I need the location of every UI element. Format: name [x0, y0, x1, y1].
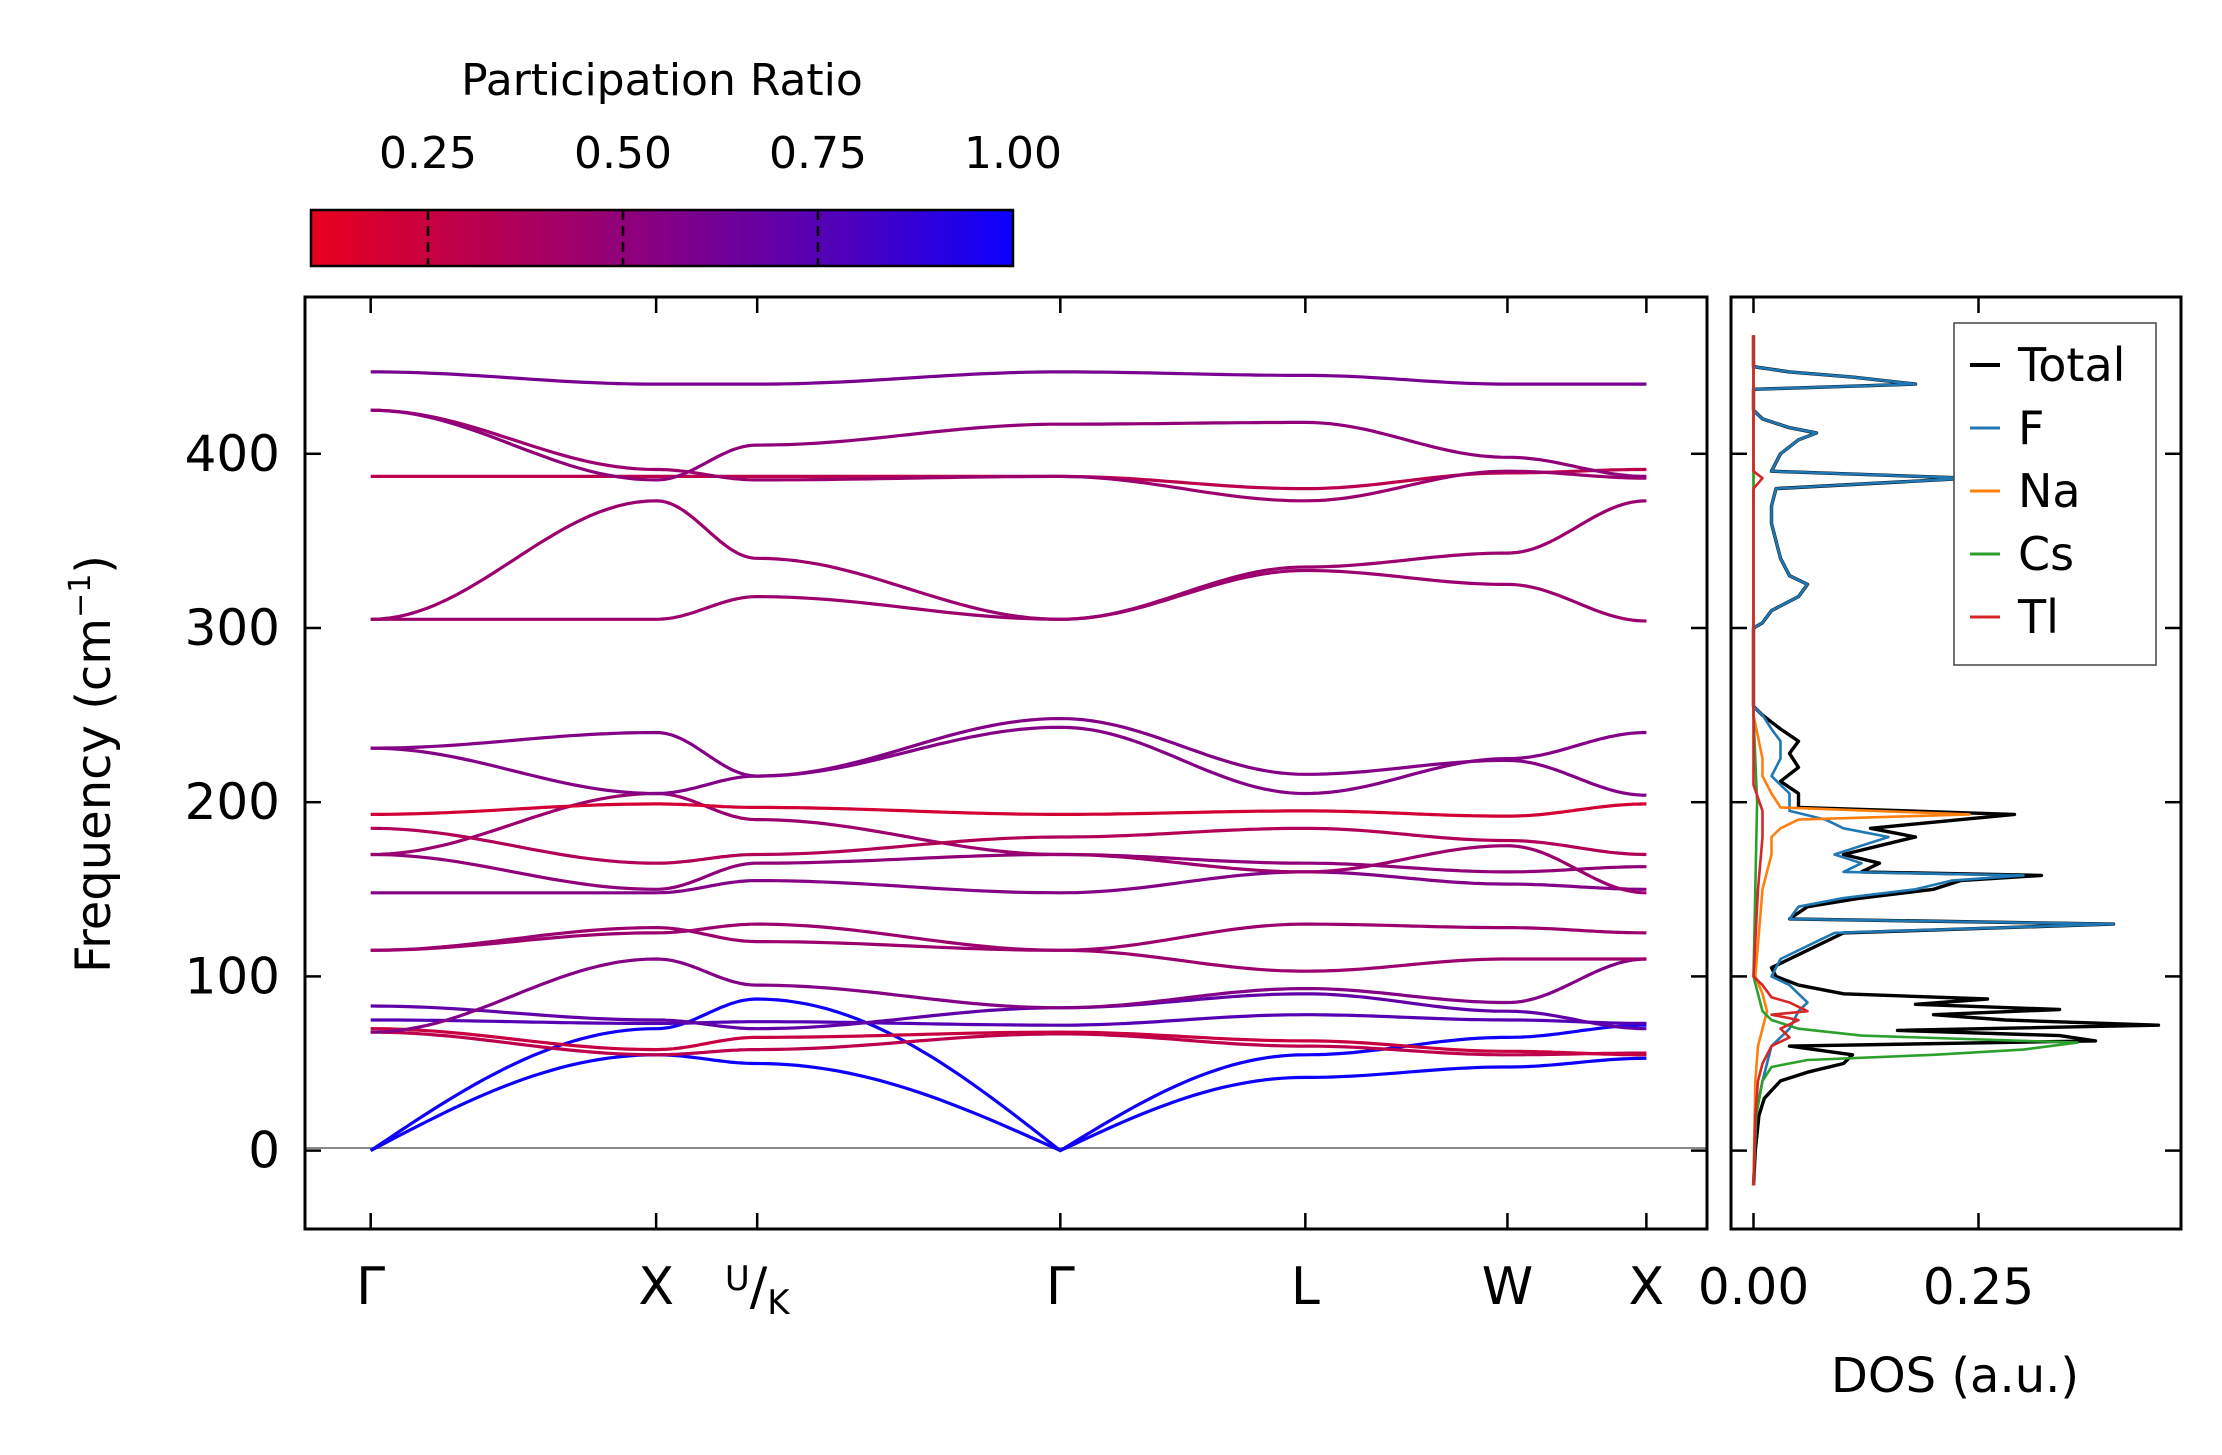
y-tick-label: 0	[248, 1122, 280, 1180]
legend-label: Total	[2017, 338, 2125, 392]
y-tick-label: 400	[185, 425, 280, 483]
phonon-band	[370, 1013, 1647, 1027]
colorbar-tick-label: 1.00	[964, 128, 1062, 179]
colorbar-tick-label: 0.25	[379, 128, 477, 179]
dos-axes-frame	[1729, 295, 2183, 1231]
legend-label: Cs	[2018, 527, 2074, 581]
dos-x-tick-label: 0.25	[1923, 1258, 2034, 1316]
phonon-band	[370, 408, 1647, 503]
dos-axes-ticks: 0.00 0.25	[1698, 297, 2181, 1316]
k-point-label: W	[1482, 1257, 1533, 1317]
colorbar-gradient	[309, 208, 1015, 268]
dos-curve-tl	[1752, 335, 1809, 1186]
band-x-axis: Γ X U/K Γ L W X	[356, 297, 1664, 1323]
phonon-band	[370, 499, 1647, 621]
dos-curve-cs	[1752, 335, 2079, 1186]
k-point-label: U/K	[725, 1257, 791, 1323]
band-structure-panel: 0 100 200 300 400 Γ X U/K Γ L W X Frequency (cm−1)	[63, 295, 1709, 1323]
colorbar-tick-label: 0.75	[769, 128, 867, 179]
phonon-band	[370, 922, 1647, 973]
band-y-axis: 0 100 200 300 400	[185, 425, 1707, 1180]
dos-x-axis-label: DOS (a.u.)	[1831, 1348, 2079, 1404]
colorbar-tick-label: 0.50	[574, 128, 672, 179]
phonon-band	[370, 802, 1647, 818]
y-label-base: Frequency (cm	[66, 618, 122, 973]
dos-legend: Total F Na Cs Tl	[1953, 322, 2157, 666]
phonon-band	[370, 870, 1647, 895]
k-point-label: X	[638, 1257, 674, 1317]
y-label-close: )	[66, 555, 122, 574]
phonon-band	[370, 852, 1647, 891]
legend-label: F	[2018, 401, 2044, 455]
band-y-axis-label: Frequency (cm−1)	[63, 555, 122, 973]
colorbar: Participation Ratio 0.25 0.50 0.75 1.00	[309, 55, 1062, 268]
k-point-label: Γ	[1046, 1257, 1075, 1317]
k-point-label: Γ	[356, 1257, 385, 1317]
k-point-label: X	[1629, 1257, 1665, 1317]
colorbar-title: Participation Ratio	[461, 55, 863, 106]
phonon-band	[369, 997, 1647, 1153]
legend-label: Na	[2018, 464, 2081, 518]
k-point-label: L	[1291, 1257, 1320, 1317]
legend-label: Tl	[2017, 590, 2059, 644]
dos-curve-na	[1752, 335, 1971, 1186]
phonon-band	[370, 922, 1647, 952]
y-tick-label: 100	[185, 947, 280, 1005]
phonon-band	[370, 1030, 1647, 1057]
y-label-sup: −1	[63, 574, 98, 618]
legend-frame	[1953, 322, 2157, 666]
dos-curves	[1751, 335, 2161, 1186]
phonon-band	[370, 791, 1647, 895]
band-axes-frame	[303, 295, 1709, 1231]
phonon-band	[370, 408, 1647, 482]
phonon-band	[370, 717, 1647, 797]
phonon-band	[370, 467, 1647, 491]
phonon-band	[370, 725, 1647, 796]
dos-curve-f	[1752, 335, 2115, 1186]
dos-x-tick-label: 0.00	[1698, 1258, 1809, 1316]
dos-panel: 0.00 0.25 DOS (a.u.) Total F Na Cs Tl	[1698, 295, 2183, 1404]
phonon-band	[370, 1027, 1647, 1057]
phonon-bands	[369, 370, 1647, 1153]
y-tick-label: 200	[185, 773, 280, 831]
phonon-band	[370, 826, 1647, 865]
phonon-band	[370, 957, 1647, 1034]
phonon-band	[369, 1053, 1647, 1153]
y-tick-label: 300	[185, 599, 280, 657]
phonon-band	[370, 370, 1647, 386]
colorbar-ticks: 0.25 0.50 0.75 1.00	[379, 128, 1062, 266]
